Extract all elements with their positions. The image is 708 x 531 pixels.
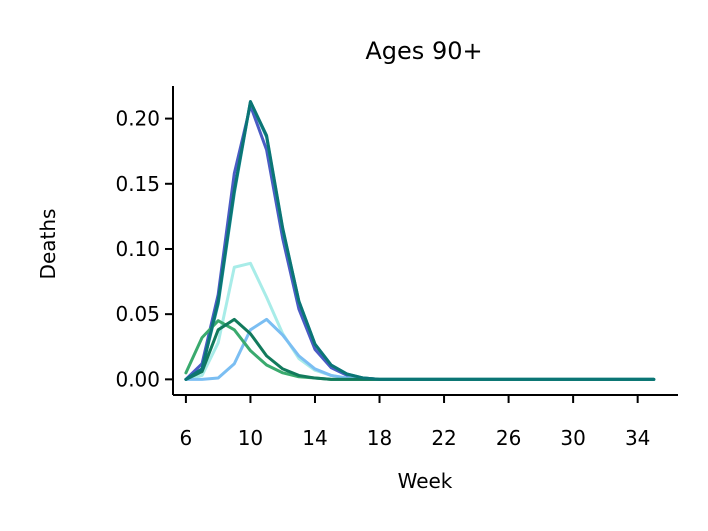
x-tick-label: 30 — [560, 426, 585, 450]
chart-title: Ages 90+ — [365, 37, 482, 65]
y-tick-label: 0.20 — [115, 107, 160, 131]
x-tick-label: 18 — [367, 426, 392, 450]
x-tick-label: 14 — [302, 426, 327, 450]
series-line-6 — [184, 317, 656, 381]
series-line-5 — [184, 319, 656, 381]
y-tick-label: 0.15 — [115, 172, 160, 196]
series-line-7 — [184, 100, 656, 381]
x-tick-label: 10 — [238, 426, 263, 450]
series-line-3 — [184, 261, 656, 381]
series-line-4 — [184, 317, 656, 381]
x-ticks: 6 10 14 18 22 26 30 34 — [180, 395, 650, 450]
x-tick-label: 22 — [431, 426, 456, 450]
series-line-1 — [184, 104, 656, 381]
y-axis-label: Deaths — [36, 209, 60, 280]
y-tick-label: 0.00 — [115, 367, 160, 391]
x-tick-label: 6 — [180, 426, 193, 450]
y-ticks: 0.00 0.05 0.10 0.15 0.20 — [115, 107, 173, 391]
series-layer — [184, 100, 656, 381]
y-tick-label: 0.05 — [115, 302, 160, 326]
axes: 0.00 0.05 0.10 0.15 0.20 6 10 14 18 22 26 30 34 — [115, 86, 678, 450]
y-tick-label: 0.10 — [115, 237, 160, 261]
x-tick-label: 26 — [496, 426, 521, 450]
x-axis-label: Week — [398, 469, 453, 493]
series-line-2 — [184, 100, 656, 381]
x-tick-label: 34 — [625, 426, 650, 450]
